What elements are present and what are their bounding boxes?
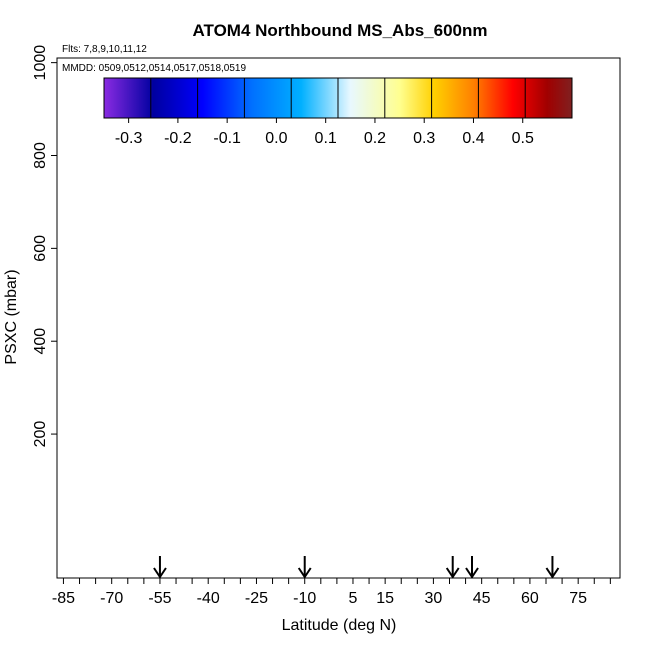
colorbar-ticks — [128, 78, 526, 123]
x-tick-label: 75 — [569, 590, 587, 607]
x-tick-label: 30 — [425, 590, 443, 607]
x-tick-label: -85 — [52, 590, 75, 607]
y-tick-label: 400 — [32, 328, 49, 355]
y-tick-label: 200 — [32, 421, 49, 448]
colorbar-tick-label: 0.3 — [413, 130, 435, 147]
x-tick-label: -25 — [245, 590, 268, 607]
colorbar-tick-label: -0.1 — [213, 130, 241, 147]
flights-subtitle: Flts: 7,8,9,10,11,12 — [62, 44, 147, 55]
y-axis: 200 400 600 800 1000 — [32, 45, 57, 448]
flight-arrow — [545, 556, 560, 579]
flight-arrows — [153, 556, 560, 579]
plot-area: MMDD: 0509,0512,0514,0517,0518,0519 -0.3… — [56, 57, 621, 579]
colorbar-tick-label: 0.4 — [462, 130, 484, 147]
x-tick-label: -40 — [197, 590, 220, 607]
x-tick-label: -70 — [100, 590, 123, 607]
x-tick-label: -55 — [148, 590, 171, 607]
x-tick-label: 5 — [349, 590, 358, 607]
y-tick-label: 600 — [32, 235, 49, 262]
colorbar-tick-label: 0.0 — [265, 130, 287, 147]
colorbar-tick-labels: -0.3 -0.2 -0.1 0.0 0.1 0.2 0.3 0.4 0.5 — [115, 130, 534, 147]
colorbar-tick-label: -0.3 — [115, 130, 143, 147]
x-tick-label: -10 — [293, 590, 316, 607]
plot-frame — [56, 57, 621, 579]
x-axis: -85 -70 -55 -40 -25 -10 5 15 30 45 60 75 — [52, 578, 611, 607]
flight-arrow — [153, 556, 167, 579]
colorbar: -0.3 -0.2 -0.1 0.0 0.1 0.2 0.3 0.4 0.5 — [103, 77, 573, 147]
colorbar-tick-label: -0.2 — [164, 130, 192, 147]
flight-arrow — [445, 556, 460, 579]
y-axis-label: PSXC (mbar) — [3, 269, 20, 364]
chart-title: ATOM4 Northbound MS_Abs_600nm — [192, 21, 487, 40]
x-tick-label: 15 — [376, 590, 394, 607]
dates-subtitle: MMDD: 0509,0512,0514,0517,0518,0519 — [62, 63, 246, 74]
x-tick-label: 60 — [521, 590, 539, 607]
colorbar-tick-label: 0.2 — [364, 130, 386, 147]
x-tick-label: 45 — [473, 590, 491, 607]
y-tick-label: 800 — [32, 142, 49, 169]
x-axis-label: Latitude (deg N) — [282, 617, 397, 634]
y-tick-label: 1000 — [32, 45, 49, 81]
colorbar-tick-label: 0.5 — [512, 130, 534, 147]
flight-arrow — [297, 556, 312, 579]
flight-arrow — [465, 556, 479, 579]
colorbar-tick-label: 0.1 — [315, 130, 337, 147]
